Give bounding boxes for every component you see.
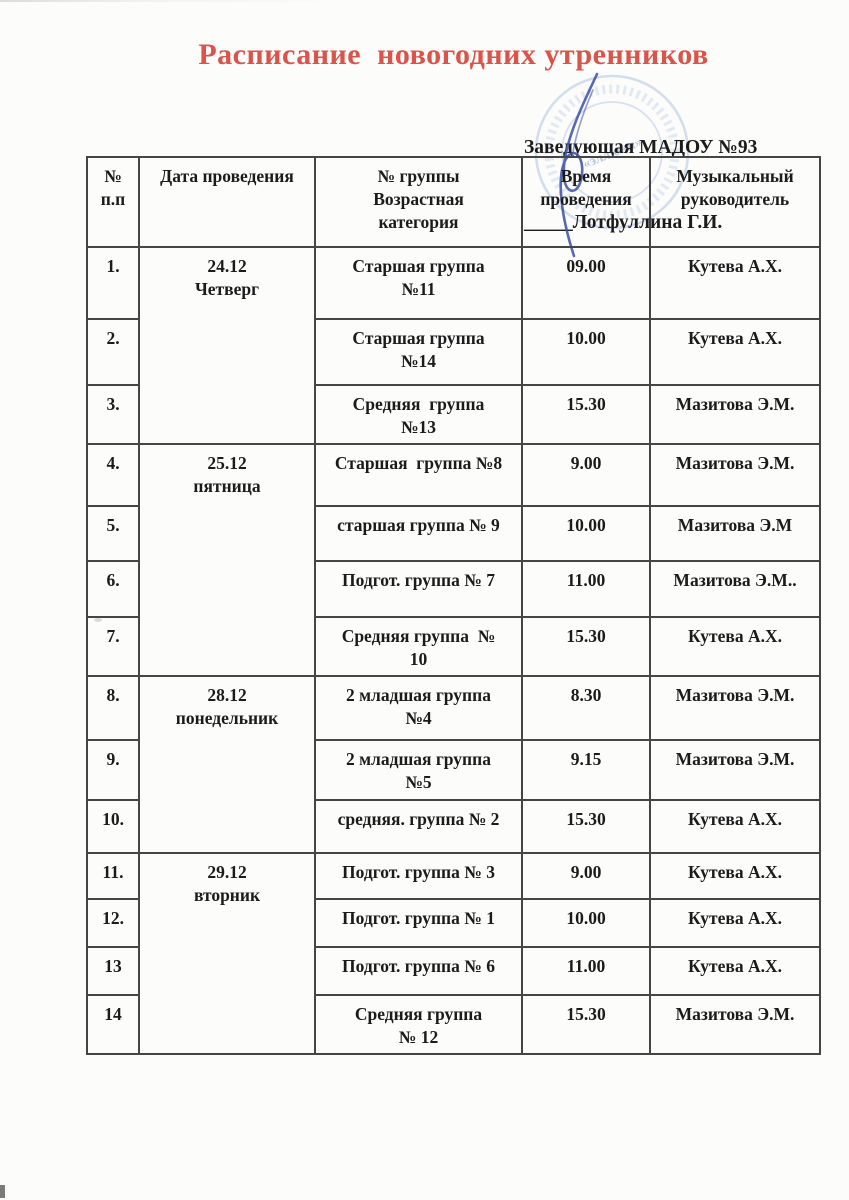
table-row: 5. старшая группа № 9 10.00 Мазитова Э.М bbox=[86, 505, 821, 563]
row-number-cell: 12. bbox=[86, 897, 140, 948]
teacher-cell: Мазитова Э.М. bbox=[649, 675, 821, 742]
table-row: 3. Средняя группа №13 15.30 Мазитова Э.М… bbox=[86, 383, 821, 446]
time-cell: 15.30 bbox=[521, 616, 651, 678]
teacher-cell: Кутева А.Х. bbox=[649, 616, 821, 678]
header-cell-group: № группы Возрастная категория bbox=[314, 156, 523, 248]
table-row: 14 Средняя группа № 12 15.30 Мазитова Э.… bbox=[86, 993, 821, 1055]
header-cell-time: Время проведения bbox=[521, 156, 651, 248]
teacher-cell: Мазитова Э.М bbox=[649, 505, 821, 563]
date-cell: 25.12 пятница bbox=[138, 443, 316, 678]
header-cell-number: № п.п bbox=[86, 156, 140, 248]
time-cell: 9.00 bbox=[521, 851, 651, 900]
teacher-cell: Мазитова Э.М. bbox=[649, 383, 821, 446]
row-number-cell: 9. bbox=[86, 739, 140, 801]
row-number-cell: 8. bbox=[86, 675, 140, 742]
table-row: 12. Подгот. группа № 1 10.00 Кутева А.Х. bbox=[86, 897, 821, 948]
header-cell-teacher: Музыкальный руководитель bbox=[649, 156, 821, 248]
group-cell: Средняя группа №13 bbox=[314, 383, 523, 446]
scan-smudge bbox=[94, 618, 102, 622]
group-cell: 2 младшая группа №5 bbox=[314, 739, 523, 801]
table-header-row: № п.п Дата проведения № группы Возрастна… bbox=[86, 156, 821, 248]
group-cell: Средняя группа № 12 bbox=[314, 993, 523, 1055]
table-row: 11. 29.12 вторник Подгот. группа № 3 9.0… bbox=[86, 851, 821, 1055]
teacher-cell: Мазитова Э.М. bbox=[649, 739, 821, 801]
group-cell: Старшая группа №8 bbox=[314, 443, 523, 508]
row-number-cell: 5. bbox=[86, 505, 140, 563]
table-row: 4. 25.12 пятница Старшая группа №8 9.00 … bbox=[86, 443, 821, 678]
time-cell: 09.00 bbox=[521, 246, 651, 320]
group-cell: 2 младшая группа №4 bbox=[314, 675, 523, 742]
time-cell: 8.30 bbox=[521, 675, 651, 742]
schedule-table: № п.п Дата проведения № группы Возрастна… bbox=[86, 156, 821, 1055]
row-number-cell: 6. bbox=[86, 560, 140, 619]
teacher-cell: Кутева А.Х. bbox=[649, 246, 821, 320]
table-row: 9. 2 младшая группа №5 9.15 Мазитова Э.М… bbox=[86, 739, 821, 801]
row-number-cell: 2. bbox=[86, 318, 140, 386]
group-cell: средняя. группа № 2 bbox=[314, 798, 523, 854]
scan-artifact-mark bbox=[0, 1185, 5, 1198]
time-cell: 10.00 bbox=[521, 318, 651, 386]
row-number-cell: 11. bbox=[86, 851, 140, 900]
date-cell: 29.12 вторник bbox=[138, 851, 316, 1055]
time-cell: 11.00 bbox=[521, 945, 651, 996]
time-cell: 9.15 bbox=[521, 739, 651, 801]
approval-line-1: Заведующая МАДОУ №93 bbox=[524, 136, 758, 158]
row-number-cell: 13 bbox=[86, 945, 140, 996]
group-cell: Подгот. группа № 1 bbox=[314, 897, 523, 948]
group-cell: Подгот. группа № 3 bbox=[314, 851, 523, 900]
time-cell: 15.30 bbox=[521, 993, 651, 1055]
document-title: Расписание новогодних утренников bbox=[198, 38, 709, 71]
row-number-cell: 10. bbox=[86, 798, 140, 854]
group-cell: Старшая группа №14 bbox=[314, 318, 523, 386]
group-cell: Подгот. группа № 6 bbox=[314, 945, 523, 996]
time-cell: 9.00 bbox=[521, 443, 651, 508]
teacher-cell: Мазитова Э.М. bbox=[649, 993, 821, 1055]
time-cell: 11.00 bbox=[521, 560, 651, 619]
teacher-cell: Мазитова Э.М. bbox=[649, 443, 821, 508]
date-cell: 28.12 понедельник bbox=[138, 675, 316, 854]
header-cell-date: Дата проведения bbox=[138, 156, 316, 248]
table-row: 8. 28.12 понедельник 2 младшая группа №4… bbox=[86, 675, 821, 854]
table-row: 7. Средняя группа № 10 15.30 Кутева А.Х. bbox=[86, 616, 821, 678]
scan-edge-shadow bbox=[0, 0, 849, 2]
table-row: 13 Подгот. группа № 6 11.00 Кутева А.Х. bbox=[86, 945, 821, 996]
group-cell: Средняя группа № 10 bbox=[314, 616, 523, 678]
row-number-cell: 7. bbox=[86, 616, 140, 678]
teacher-cell: Кутева А.Х. bbox=[649, 851, 821, 900]
group-cell: старшая группа № 9 bbox=[314, 505, 523, 563]
table-row: 10. средняя. группа № 2 15.30 Кутева А.Х… bbox=[86, 798, 821, 854]
time-cell: 10.00 bbox=[521, 505, 651, 563]
group-cell: Подгот. группа № 7 bbox=[314, 560, 523, 619]
table-row: 2. Старшая группа №14 10.00 Кутева А.Х. bbox=[86, 318, 821, 386]
teacher-cell: Кутева А.Х. bbox=[649, 798, 821, 854]
row-number-cell: 3. bbox=[86, 383, 140, 446]
group-cell: Старшая группа №11 bbox=[314, 246, 523, 320]
time-cell: 10.00 bbox=[521, 897, 651, 948]
time-cell: 15.30 bbox=[521, 383, 651, 446]
row-number-cell: 4. bbox=[86, 443, 140, 508]
teacher-cell: Мазитова Э.М.. bbox=[649, 560, 821, 619]
date-cell: 24.12 Четверг bbox=[138, 245, 316, 446]
table-row: 6. Подгот. группа № 7 11.00 Мазитова Э.М… bbox=[86, 560, 821, 619]
row-number-cell: 14 bbox=[86, 993, 140, 1055]
teacher-cell: Кутева А.Х. bbox=[649, 945, 821, 996]
teacher-cell: Кутева А.Х. bbox=[649, 318, 821, 386]
time-cell: 15.30 bbox=[521, 798, 651, 854]
teacher-cell: Кутева А.Х. bbox=[649, 897, 821, 948]
table-row: 1. 24.12 Четверг Старшая группа №11 09.0… bbox=[86, 245, 821, 446]
row-number-cell: 1. bbox=[86, 246, 140, 320]
